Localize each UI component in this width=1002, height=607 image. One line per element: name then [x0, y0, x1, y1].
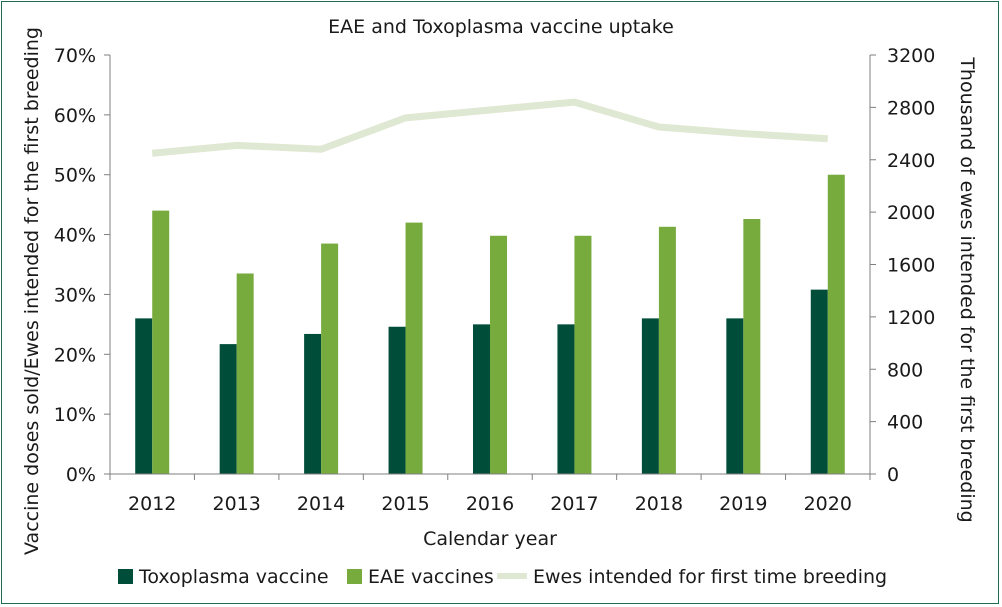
left-tick-label: 30%	[54, 284, 96, 306]
bar-eae-2020	[827, 174, 845, 474]
x-tick-label: 2012	[128, 493, 176, 515]
y2-axis-title: Thousand of ewes intended for the first …	[956, 56, 978, 522]
bar-toxoplasma-2012	[135, 318, 153, 474]
legend-swatch-toxoplasma	[118, 569, 133, 584]
left-tick-label: 60%	[54, 105, 96, 127]
left-tick-label: 20%	[54, 344, 96, 366]
bar-toxoplasma-2018	[641, 318, 659, 474]
bar-eae-2012	[152, 210, 170, 474]
right-tick-label: 2800	[887, 97, 935, 119]
legend-swatch-eae	[347, 569, 362, 584]
right-axis-ticks: 0 400 800 1200 1600 2000 2400 2800 3200	[870, 45, 935, 486]
left-tick-label: 10%	[54, 404, 96, 426]
bar-eae-2017	[574, 235, 592, 474]
bar-toxoplasma-2016	[473, 324, 490, 474]
legend-label-ewes: Ewes intended for first time breeding	[533, 566, 887, 588]
right-tick-label: 3200	[887, 45, 935, 67]
left-tick-label: 40%	[54, 225, 96, 247]
bar-eae-2018	[658, 226, 676, 474]
right-tick-label: 1200	[887, 307, 935, 329]
legend-label-eae: EAE vaccines	[368, 566, 494, 588]
bar-eae-2019	[743, 219, 761, 474]
x-axis-ticks: 2012 2013 2014 2015 2016 2017 2018 2019 2020	[109, 474, 871, 515]
x-tick-label: 2016	[466, 493, 514, 515]
x-tick-label: 2017	[550, 493, 598, 515]
right-tick-label: 400	[887, 412, 923, 434]
left-tick-label: 50%	[54, 165, 96, 187]
x-tick-label: 2015	[381, 493, 429, 515]
x-tick-label: 2019	[719, 493, 767, 515]
bar-eae-2015	[405, 222, 423, 474]
left-tick-label: 0%	[66, 464, 96, 486]
x-tick-label: 2013	[212, 493, 260, 515]
bar-toxoplasma-2013	[219, 344, 237, 474]
right-tick-label: 0	[887, 464, 899, 486]
right-tick-label: 2400	[887, 150, 935, 172]
x-tick-label: 2018	[635, 493, 683, 515]
ewes-line	[151, 98, 828, 157]
legend-label-toxoplasma: Toxoplasma vaccine	[138, 566, 329, 588]
bar-toxoplasma-2020	[810, 289, 828, 474]
y-axis-title: Vaccine doses sold/Ewes intended for the…	[21, 27, 43, 555]
bar-toxoplasma-2015	[388, 326, 406, 474]
left-tick-label: 70%	[54, 45, 96, 67]
x-tick-label: 2020	[804, 493, 852, 515]
bar-eae-2016	[490, 235, 507, 474]
right-tick-label: 2000	[887, 202, 935, 224]
bar-toxoplasma-2017	[557, 324, 575, 474]
x-tick-label: 2014	[297, 493, 345, 515]
line-series	[151, 98, 828, 157]
bar-eae-2013	[236, 273, 254, 474]
right-tick-label: 800	[887, 359, 923, 381]
right-tick-label: 1600	[887, 255, 935, 277]
left-axis-ticks: 0% 10% 20% 30% 40% 50% 60% 70%	[54, 45, 110, 486]
legend: Toxoplasma vaccine EAE vaccines Ewes int…	[118, 566, 887, 588]
bars	[135, 174, 845, 474]
x-axis-title: Calendar year	[423, 528, 557, 550]
bar-eae-2014	[321, 243, 339, 474]
bar-toxoplasma-2019	[726, 318, 744, 474]
chart-title: EAE and Toxoplasma vaccine uptake	[328, 16, 674, 38]
bar-toxoplasma-2014	[304, 333, 322, 474]
